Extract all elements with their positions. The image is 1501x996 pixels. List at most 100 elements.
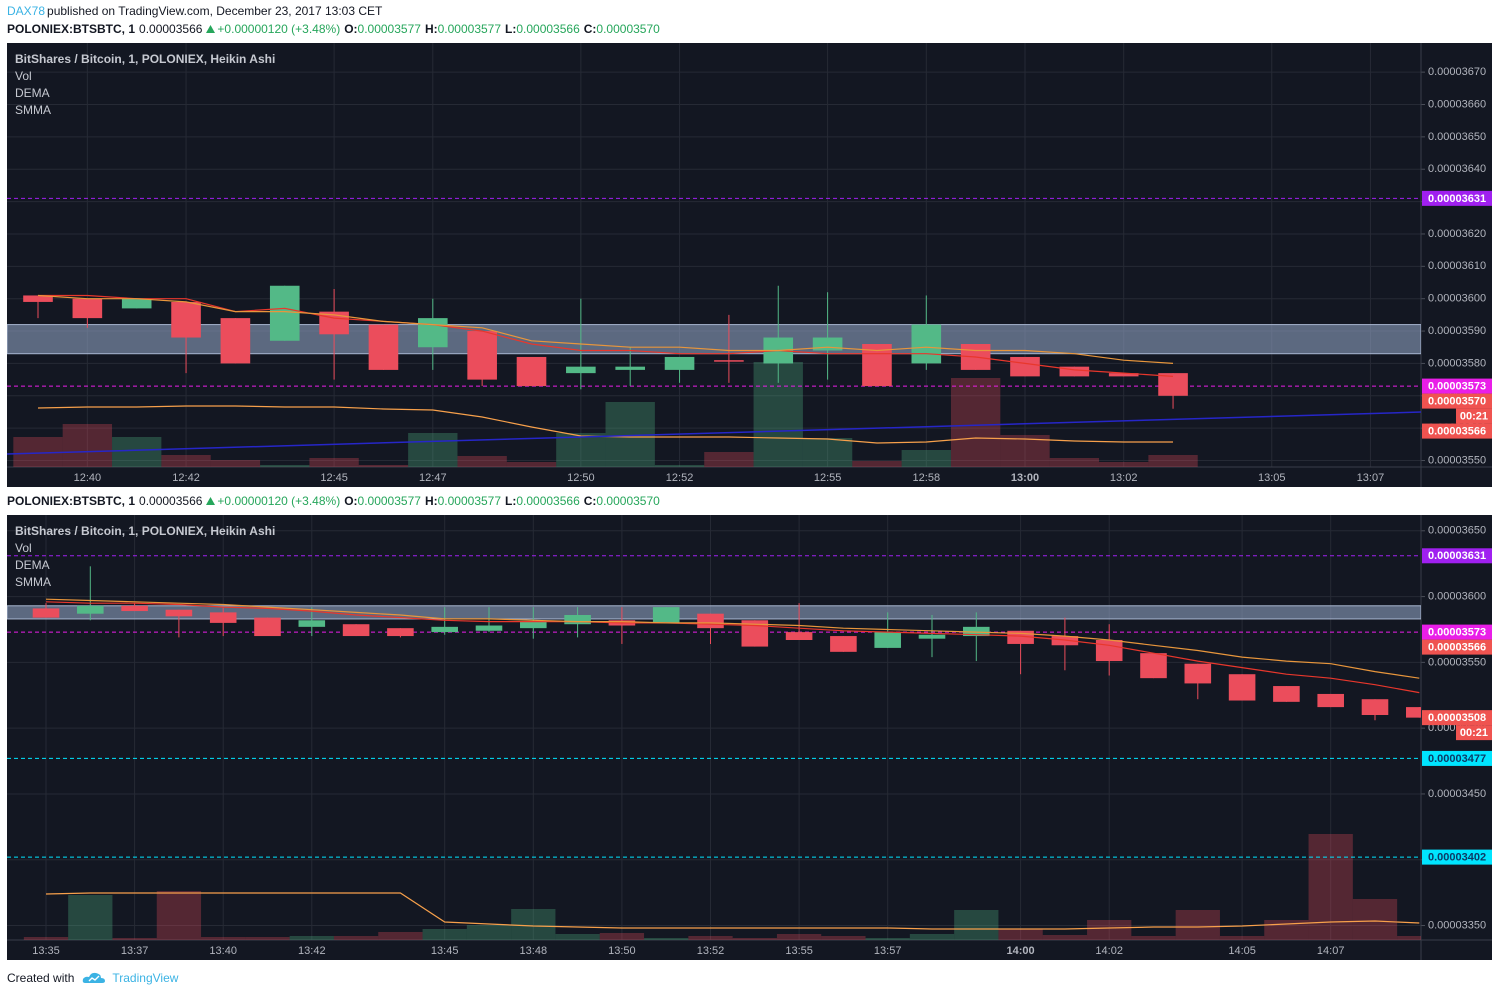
volume-bar	[901, 450, 951, 467]
symbol: POLONIEX:BTSBTC, 1	[7, 494, 136, 508]
y-tick-label: 0.00003610	[1428, 260, 1486, 272]
brand-logo[interactable]	[82, 971, 106, 985]
volume-bar	[309, 458, 359, 467]
candle-body	[1361, 699, 1389, 715]
y-tick-label: 0.00003550	[1428, 454, 1486, 466]
y-tick-label: 0.00003650	[1428, 131, 1486, 143]
volume-bar	[466, 925, 512, 940]
x-tick-label: 14:07	[1317, 945, 1345, 957]
volume-bar	[156, 891, 202, 940]
candle-body	[564, 615, 591, 625]
ohlc-value: 0.00003577	[437, 22, 502, 36]
x-tick-label: 12:52	[666, 472, 694, 484]
price-chip-label: 0.00003573	[1428, 627, 1486, 639]
change: +0.00000120 (+3.48%)	[217, 494, 341, 508]
price-chip	[1422, 710, 1492, 726]
volume-bar	[358, 465, 409, 467]
price-chip	[1422, 639, 1492, 655]
x-tick-label: 13:35	[32, 945, 60, 957]
info-line: POLONIEX:BTSBTC, 1 0.00003566 +0.00000120 …	[7, 21, 664, 37]
x-tick-label: 14:05	[1228, 945, 1256, 957]
x-tick-label: 13:50	[608, 945, 636, 957]
x-tick-label: 13:52	[697, 945, 725, 957]
ohlc-value: 0.00003577	[437, 494, 502, 508]
last-price: 0.00003566	[139, 494, 203, 508]
x-tick-label: 13:48	[520, 945, 548, 957]
volume-bar	[909, 934, 955, 940]
candle-body	[1140, 653, 1167, 679]
candle-body	[1184, 663, 1212, 684]
volume-bar	[776, 934, 822, 940]
brand[interactable]: TradingView	[112, 971, 179, 985]
ohlc-label: O:	[344, 494, 358, 508]
volume-ma	[45, 892, 1420, 930]
y-tick-label: 0.00003650	[1428, 525, 1486, 537]
overlay-line	[45, 598, 1420, 679]
volume-bar	[1175, 910, 1220, 940]
legend-entry: DEMA	[15, 86, 50, 100]
x-tick-label: 12:55	[814, 472, 842, 484]
y-tick-label: 0.00003590	[1428, 325, 1486, 337]
price-chip	[1422, 378, 1492, 394]
last-price: 0.00003566	[139, 22, 203, 36]
ohlc-value: 0.00003566	[516, 494, 580, 508]
candle-body	[417, 318, 448, 348]
up-arrow	[206, 497, 216, 505]
volume-bar	[802, 438, 853, 467]
volume-bar	[245, 937, 290, 940]
candle-body	[1108, 373, 1139, 377]
x-tick-label: 12:50	[567, 472, 595, 484]
y-tick-label: 0.00003600	[1428, 590, 1486, 602]
x-tick-label: 12:47	[419, 472, 447, 484]
volume-bar	[260, 465, 310, 467]
x-tick-label: 13:00	[1011, 472, 1039, 484]
ohlc-value: 0.00003566	[516, 22, 580, 36]
x-tick-label: 13:37	[121, 945, 149, 957]
volume-bar	[23, 937, 69, 940]
volume-bar	[511, 909, 556, 940]
publish-line: DAX78 published on TradingView.com, Decem…	[7, 3, 386, 19]
candle-body	[1317, 693, 1344, 708]
candle-body	[714, 360, 744, 362]
candle-body	[830, 636, 857, 652]
volume-bar	[644, 938, 689, 940]
volume-bar	[201, 937, 246, 940]
volume-bar	[62, 424, 113, 467]
candle-body	[121, 298, 152, 309]
price-chip	[1422, 750, 1492, 766]
candle-body	[121, 605, 148, 612]
legend-entry: SMMA	[15, 103, 51, 117]
candle-body	[697, 613, 724, 629]
footer: Created with TradingView	[7, 970, 182, 986]
trend-line	[7, 411, 1421, 455]
candle-body	[209, 612, 237, 623]
volume-bar	[1049, 458, 1100, 467]
candle-body	[1059, 366, 1090, 377]
price-chip	[1422, 849, 1492, 865]
price-chip	[1422, 423, 1492, 439]
x-tick-label: 13:55	[785, 945, 813, 957]
y-tick-label: 0.00003450	[1428, 788, 1486, 800]
volume-bar	[1000, 435, 1050, 467]
volume-bar	[1148, 455, 1198, 467]
x-tick-label: 13:07	[1357, 472, 1385, 484]
author[interactable]: DAX78	[7, 4, 46, 18]
volume-bar	[112, 938, 157, 940]
candle-body	[911, 324, 942, 364]
candle-body	[319, 311, 349, 335]
panel	[7, 43, 1492, 487]
price-chip	[1422, 548, 1492, 564]
legend-entry: Vol	[15, 69, 32, 83]
x-tick-label: 13:05	[1258, 472, 1286, 484]
volume-bar	[422, 929, 467, 940]
x-tick-label: 12:58	[913, 472, 941, 484]
y-tick-label: 0.00003580	[1428, 357, 1486, 369]
candle-body	[652, 607, 680, 623]
countdown: 00:21	[1460, 727, 1488, 739]
ohlc-label: O:	[344, 22, 358, 36]
volume-bar	[865, 938, 910, 940]
candle-body	[72, 298, 103, 319]
volume-bar	[1219, 936, 1265, 940]
countdown-chip	[1456, 408, 1492, 424]
